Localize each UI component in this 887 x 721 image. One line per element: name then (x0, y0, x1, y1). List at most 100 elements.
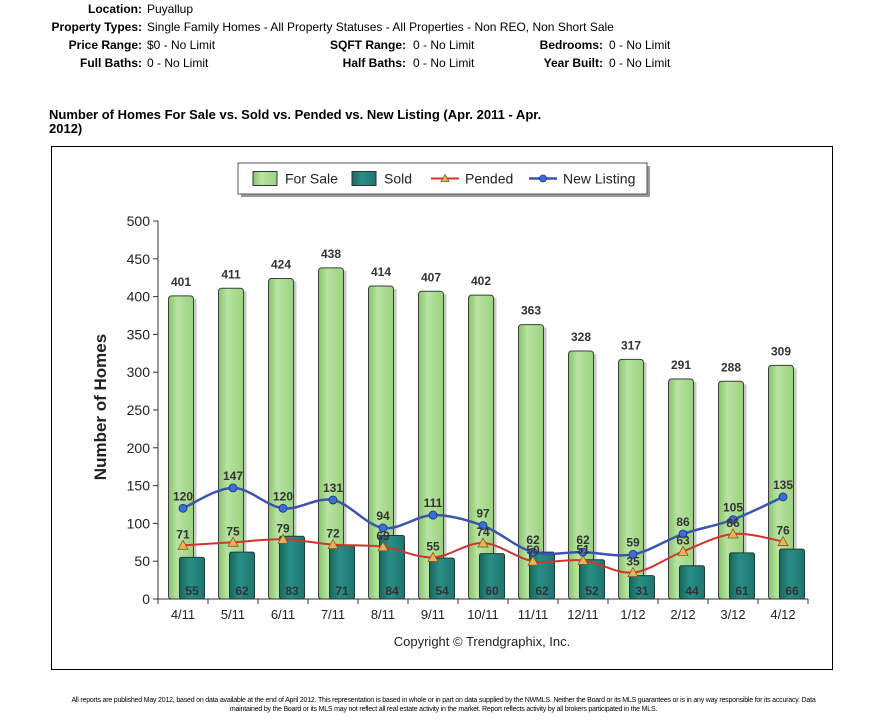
sold-data-label: 62 (535, 584, 549, 598)
criteria-row-4: Full Baths: 0 - No Limit Half Baths: 0 -… (0, 56, 887, 70)
criteria-row-2: Property Types: Single Family Homes - Al… (0, 20, 887, 34)
y-tick-label: 250 (127, 402, 151, 418)
sold-data-label: 83 (285, 584, 299, 598)
new-listing-point (578, 547, 588, 557)
sold-data-label: 60 (485, 584, 499, 598)
pended-data-label: 86 (726, 516, 740, 530)
y-tick-label: 200 (127, 440, 151, 456)
for-sale-bar (168, 295, 194, 600)
chart-svg: 0 50 100 150 200 250 300 350 400 450 500 4/11 5/11 6/… (91, 162, 809, 649)
new-listing-point (278, 503, 288, 513)
y-tick-label: 150 (127, 478, 151, 494)
legend-sold-swatch (351, 171, 377, 186)
pended-point (727, 528, 739, 539)
new-listing-point (628, 549, 638, 559)
new-listing-point (428, 510, 438, 520)
pended-data-label: 79 (276, 521, 290, 535)
chart-title: Number of Homes For Sale vs. Sold vs. Pe… (49, 108, 609, 136)
y-tick-label: 100 (127, 515, 151, 531)
y-tick-label: 0 (142, 591, 150, 607)
price-range-label: Price Range: (68, 38, 142, 52)
new-listing-data-label: 111 (424, 496, 443, 510)
chart-title-line-1: Number of Homes For Sale vs. Sold vs. Pe… (49, 107, 542, 122)
for-sale-data-label: 363 (521, 304, 541, 318)
sold-data-label: 61 (735, 584, 749, 598)
sold-data-label: 44 (685, 584, 699, 598)
sqft-range-value: 0 - No Limit (413, 38, 475, 52)
chart-title-line-2: 2012) (49, 121, 83, 136)
for-sale-data-label: 438 (321, 247, 341, 261)
location-value: Puyallup (147, 2, 194, 16)
criteria-row-1: Location: Puyallup (0, 2, 887, 16)
y-tick-label: 300 (127, 364, 151, 380)
for-sale-data-label: 424 (271, 257, 291, 271)
pended-point (277, 533, 289, 544)
y-tick-label: 500 (127, 213, 151, 229)
footnote: All reports are published May 2012, base… (0, 696, 887, 714)
new-listing-point (328, 495, 338, 505)
footnote-line-2: maintained by the Board or its MLS may n… (229, 706, 658, 713)
sold-data-label: 52 (585, 584, 599, 598)
sold-data-label: 71 (335, 584, 349, 598)
y-tick-label: 400 (127, 289, 151, 305)
new-listing-data-label: 62 (526, 533, 540, 547)
location-label: Location: (88, 2, 142, 16)
pended-data-label: 71 (176, 527, 190, 541)
y-tick-label: 50 (134, 553, 150, 569)
new-listing-data-label: 147 (223, 469, 243, 483)
x-tick-label: 1/12 (620, 607, 645, 622)
sold-data-label: 54 (435, 584, 449, 598)
x-tick-label: 4/11 (171, 607, 195, 622)
chart-frame: 0 50 100 150 200 250 300 350 400 450 500 4/11 5/11 6/… (51, 146, 833, 670)
copyright-text: Copyright © Trendgraphix, Inc. (394, 634, 571, 649)
new-listing-data-label: 62 (576, 533, 590, 547)
x-tick-label: 11/11 (518, 607, 549, 622)
year-built-value: 0 - No Limit (609, 56, 671, 70)
for-sale-data-label: 401 (171, 275, 191, 289)
new-listing-point (678, 529, 688, 539)
property-types-value: Single Family Homes - All Property Statu… (147, 20, 614, 34)
property-types-label: Property Types: (51, 20, 142, 34)
pended-data-label: 74 (476, 525, 490, 539)
new-listing-data-label: 94 (376, 509, 390, 523)
pended-data-label: 69 (376, 529, 390, 543)
pended-point (527, 555, 539, 566)
pended-data-label: 72 (326, 527, 340, 541)
new-listing-point (178, 503, 188, 513)
x-tick-label: 12/11 (567, 607, 599, 622)
x-tick-label: 2/12 (670, 607, 695, 622)
x-tick-label: 3/12 (720, 607, 745, 622)
new-listing-point (528, 547, 538, 557)
pended-data-label: 50 (526, 543, 540, 557)
price-range-value: $0 - No Limit (147, 38, 216, 52)
legend-sold-label: Sold (384, 171, 412, 187)
pended-point (777, 535, 789, 546)
new-listing-data-label: 120 (173, 489, 193, 503)
for-sale-data-label: 402 (471, 274, 491, 288)
new-listing-data-label: 131 (323, 481, 343, 495)
full-baths-label: Full Baths: (80, 56, 142, 70)
pended-data-label: 51 (576, 542, 590, 556)
year-built-label: Year Built: (543, 56, 603, 70)
half-baths-value: 0 - No Limit (413, 56, 475, 70)
new-listing-data-label: 105 (723, 501, 743, 515)
full-baths-value: 0 - No Limit (147, 56, 209, 70)
for-sale-data-label: 309 (771, 344, 791, 358)
pended-data-label: 55 (426, 539, 440, 553)
for-sale-data-label: 328 (571, 330, 591, 344)
y-axis-title: Number of Homes (91, 334, 110, 480)
legend-for-sale-swatch (252, 171, 278, 186)
for-sale-data-label: 317 (621, 338, 641, 352)
new-listing-data-label: 86 (676, 515, 690, 529)
new-listing-point (378, 523, 388, 533)
legend-new-listing-marker (539, 174, 547, 183)
for-sale-data-label: 414 (371, 265, 391, 279)
y-tick-label: 350 (127, 326, 151, 342)
new-listing-data-label: 59 (626, 535, 640, 549)
new-listing-data-label: 120 (273, 489, 293, 503)
new-listing-point (478, 521, 488, 531)
x-tick-label: 7/11 (321, 607, 345, 622)
sold-data-label: 84 (385, 584, 399, 598)
pended-data-label: 63 (676, 533, 690, 547)
x-tick-label: 4/12 (770, 607, 795, 622)
